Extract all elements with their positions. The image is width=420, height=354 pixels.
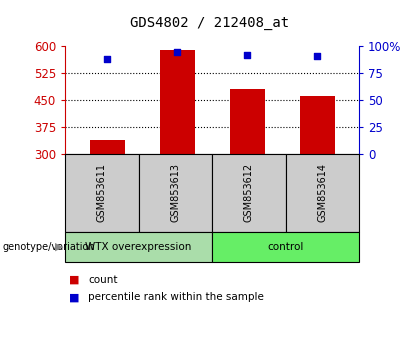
- Text: count: count: [88, 275, 118, 285]
- Point: [244, 52, 250, 58]
- Point: [174, 49, 181, 55]
- Text: control: control: [268, 242, 304, 252]
- Bar: [230, 89, 265, 154]
- Text: ▶: ▶: [55, 242, 63, 252]
- Point: [314, 53, 320, 59]
- Text: genotype/variation: genotype/variation: [2, 242, 95, 252]
- Text: ■: ■: [69, 292, 80, 302]
- Text: GDS4802 / 212408_at: GDS4802 / 212408_at: [131, 16, 289, 30]
- Text: GSM853613: GSM853613: [171, 164, 180, 222]
- Text: ■: ■: [69, 275, 80, 285]
- Bar: [299, 96, 335, 154]
- Text: GSM853614: GSM853614: [318, 164, 327, 222]
- Text: GSM853611: GSM853611: [97, 164, 107, 222]
- Text: WTX overexpression: WTX overexpression: [85, 242, 192, 252]
- Text: GSM853612: GSM853612: [244, 163, 254, 223]
- Bar: [160, 50, 194, 154]
- Text: percentile rank within the sample: percentile rank within the sample: [88, 292, 264, 302]
- Bar: [89, 139, 125, 154]
- Point: [104, 56, 110, 62]
